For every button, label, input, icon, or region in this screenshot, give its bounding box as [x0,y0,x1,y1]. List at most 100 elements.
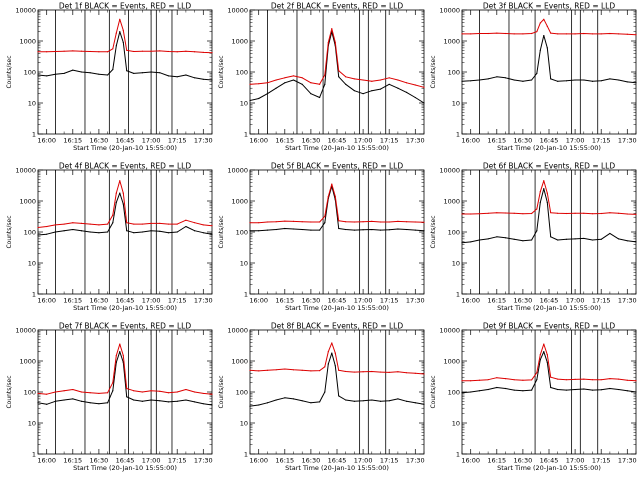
data-point-lld [159,222,161,224]
data-point-events [406,228,408,231]
series-line-lld [249,28,425,88]
data-point-events [543,351,545,353]
data-point-events [470,391,472,393]
data-point-lld [122,29,124,31]
data-point-events [275,228,277,231]
panel-8: Det 8f BLACK = Events, RED = LLD 1 10 100 10… [218,322,425,473]
y-tick-label-1: 1 [244,130,248,138]
x-tick-label-16-00: 16:00 [249,137,268,145]
data-point-lld [565,33,568,35]
series-line-lld [250,183,425,224]
series-line-events [250,185,425,232]
data-point-lld [591,213,594,215]
data-point-events [345,399,347,401]
data-point-events [504,237,507,239]
data-point-lld [284,77,286,79]
x-tick-label-16-45: 16:45 [116,137,135,145]
data-point-events [406,91,408,93]
series-line-events [249,31,425,104]
data-point-lld [496,377,498,379]
x-tick-label-16-30: 16:30 [302,297,321,305]
data-point-events [591,389,594,391]
data-point-events [167,401,170,403]
data-point-events [543,188,545,190]
data-point-lld [72,222,74,224]
data-point-lld [159,50,161,52]
data-point-lld [635,380,637,382]
data-point-lld [185,50,187,52]
data-point-lld [522,213,524,215]
data-point-lld [72,50,74,52]
x-tick-label-16-30: 16:30 [514,297,533,305]
data-point-lld [388,77,390,79]
data-point-lld [371,370,373,373]
panel-6-frame [461,169,637,295]
data-point-lld [626,213,628,215]
data-point-events [119,31,121,33]
x-tick-label-17-15: 17:15 [168,457,187,465]
data-point-lld [98,392,100,395]
data-point-lld [115,354,117,357]
data-point-lld [470,33,472,35]
data-point-lld [478,213,480,215]
panel-8-title: Det 8f BLACK = Events, RED = LLD [271,322,404,331]
data-point-lld [397,371,399,373]
data-point-events [176,231,178,233]
x-tick-label-16-45: 16:45 [328,457,347,465]
x-tick-label-17-30: 17:30 [194,457,213,465]
data-point-events [63,72,65,75]
data-point-lld [423,221,425,223]
data-point-events [310,93,312,95]
x-tick-label-16-15: 16:15 [63,137,82,145]
data-point-lld [414,84,416,86]
data-point-events [185,399,187,401]
data-point-lld [513,33,515,35]
data-point-lld [609,212,611,214]
data-point-events [119,192,121,194]
data-point-lld [107,51,109,53]
data-point-events [557,80,559,82]
data-point-events [522,80,524,82]
data-point-lld [324,215,326,217]
panel-9-frame [461,329,637,455]
data-point-events [609,387,611,390]
y-tick-label-1: 1 [244,450,248,458]
data-point-lld [319,370,321,372]
series-line-events [37,192,213,236]
x-tick-label-16-00: 16:00 [37,297,56,305]
data-point-events [496,76,498,78]
data-point-lld [112,48,114,50]
data-point-lld [202,51,204,53]
data-point-lld [185,388,187,391]
x-tick-label-17-30: 17:30 [194,297,213,305]
data-point-events [202,403,204,405]
data-point-events [159,72,161,74]
data-point-lld [331,28,333,30]
data-point-lld [546,192,548,194]
data-point-lld [546,354,548,356]
data-point-events [150,230,152,232]
data-point-lld [310,221,312,223]
x-tick-label-16-30: 16:30 [302,137,321,145]
data-point-lld [406,82,408,84]
y-tick-label-10: 10 [28,259,36,267]
data-point-events [565,80,568,82]
data-point-events [531,389,533,391]
data-point-lld [600,379,602,381]
data-point-events [583,237,585,240]
data-point-events [115,361,117,364]
data-point-lld [487,32,489,35]
panel-4-ylabel: Counts/sec [6,215,13,248]
data-point-lld [550,32,552,34]
x-tick-label-16-45: 16:45 [328,297,347,305]
data-point-lld [338,369,340,371]
data-point-lld [496,212,498,214]
data-point-lld [557,33,559,35]
data-point-events [275,399,277,401]
data-point-lld [565,212,568,215]
y-tick-label-100: 100 [448,68,460,76]
panel-6-xlabel: Start Time (20-Jan-10 15:55:00) [497,304,601,312]
data-point-lld [37,392,39,395]
x-tick-label-17-30: 17:30 [406,137,425,145]
